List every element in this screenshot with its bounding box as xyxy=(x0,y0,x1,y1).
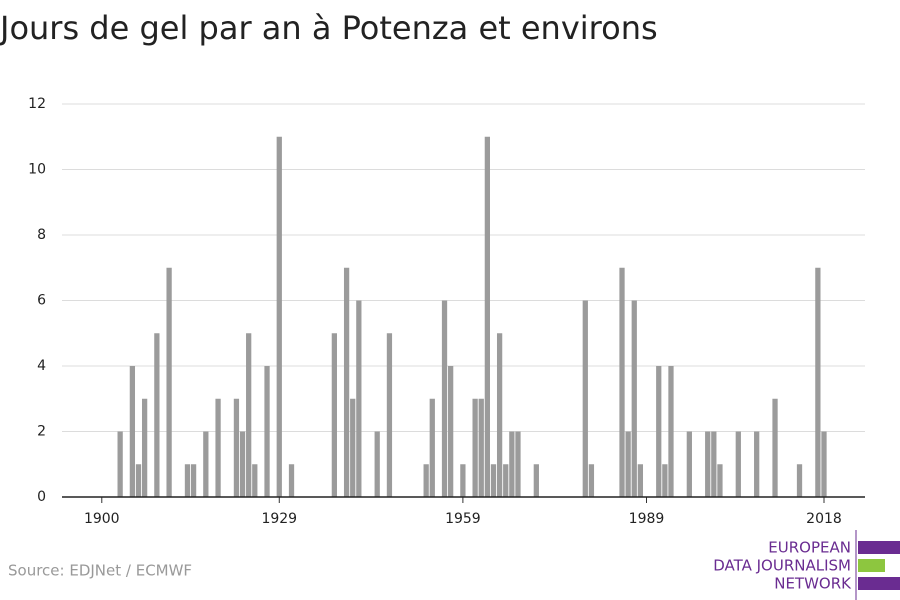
bar xyxy=(135,464,142,497)
x-tick-label: 1929 xyxy=(261,511,297,527)
bar xyxy=(705,431,711,497)
bar xyxy=(533,464,539,497)
logo-text: EUROPEAN xyxy=(768,539,851,557)
bar xyxy=(796,464,803,497)
bar xyxy=(448,366,454,497)
bar xyxy=(472,398,478,497)
bar xyxy=(754,431,760,497)
bar xyxy=(478,398,484,497)
bar xyxy=(264,366,270,497)
bar xyxy=(441,300,448,497)
bar xyxy=(374,431,380,497)
bar xyxy=(668,366,674,497)
bar xyxy=(625,431,631,497)
x-tick-label: 1900 xyxy=(84,511,120,527)
logo-bar xyxy=(858,577,900,590)
bar xyxy=(343,267,350,497)
bar xyxy=(141,398,148,497)
bar xyxy=(233,398,240,497)
logo-bar xyxy=(858,541,900,554)
y-tick-label: 6 xyxy=(37,293,46,309)
y-tick-label: 0 xyxy=(37,489,46,505)
logo-bar xyxy=(858,559,885,572)
bar xyxy=(190,464,197,497)
bar xyxy=(496,333,503,497)
bar xyxy=(631,300,637,497)
logo: EUROPEAN DATA JOURNALISM NETWORK xyxy=(713,530,900,600)
bar xyxy=(350,398,356,497)
bar xyxy=(503,464,509,497)
bar xyxy=(815,267,821,497)
bar xyxy=(429,398,435,497)
bar xyxy=(356,300,362,497)
bar xyxy=(166,267,172,497)
source: Source: EDJNet / ECMWF xyxy=(8,562,192,580)
x-tick-label: 1989 xyxy=(629,511,665,527)
bar xyxy=(619,267,625,497)
y-tick-label: 10 xyxy=(28,162,46,178)
y-tick-label: 2 xyxy=(37,424,46,440)
bar xyxy=(735,431,741,497)
bar xyxy=(203,431,209,497)
bar xyxy=(711,431,717,497)
bar xyxy=(331,333,337,497)
bar xyxy=(423,464,429,497)
logo-text: NETWORK xyxy=(774,575,852,593)
chart-title: Jours de gel par an à Potenza et environ… xyxy=(0,9,658,47)
bar xyxy=(386,333,393,497)
x-tick-label: 2018 xyxy=(806,511,842,527)
bar xyxy=(637,464,644,497)
bar xyxy=(484,136,491,497)
bar xyxy=(276,136,282,497)
bar xyxy=(184,464,191,497)
bar xyxy=(772,398,778,497)
bar xyxy=(117,431,123,497)
bar xyxy=(717,464,723,497)
bar xyxy=(509,431,515,497)
bar xyxy=(288,464,295,497)
y-tick-label: 12 xyxy=(28,96,46,112)
bar xyxy=(129,366,136,497)
bar xyxy=(215,398,221,497)
y-tick-label: 4 xyxy=(37,358,46,374)
x-tick-label: 1959 xyxy=(445,511,481,527)
bar xyxy=(582,300,588,497)
bar xyxy=(490,464,497,497)
logo-text: DATA JOURNALISM xyxy=(713,557,851,575)
bar xyxy=(662,464,668,497)
bar xyxy=(515,431,521,497)
bar xyxy=(656,366,662,497)
bar xyxy=(252,464,258,497)
bar xyxy=(154,333,160,497)
y-tick-label: 8 xyxy=(37,227,46,243)
bar xyxy=(460,464,466,497)
bar xyxy=(821,431,827,497)
bar xyxy=(686,431,692,497)
bar xyxy=(588,464,595,497)
bar xyxy=(239,431,246,497)
bar xyxy=(246,333,252,497)
